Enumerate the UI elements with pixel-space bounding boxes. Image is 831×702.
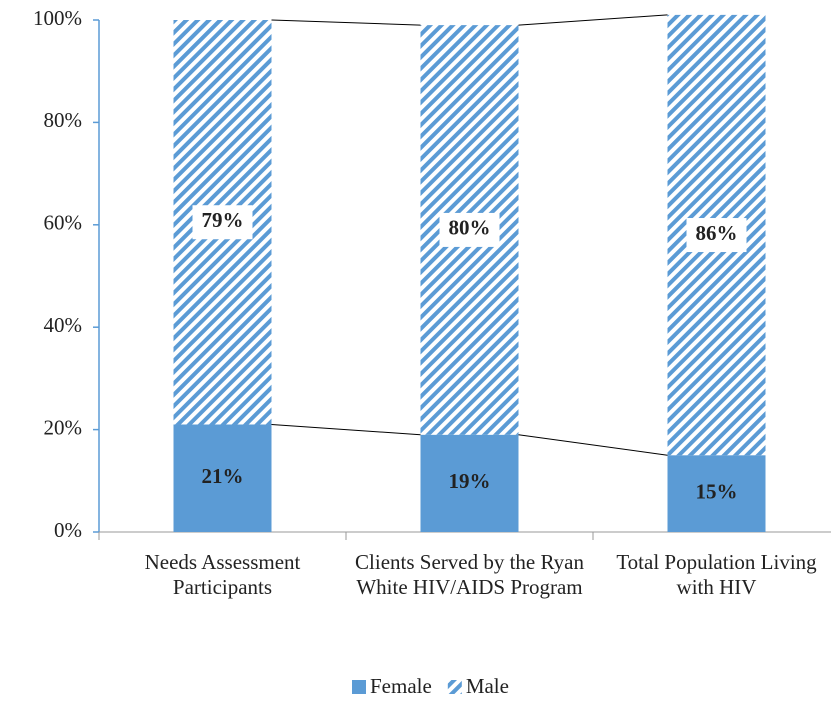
bar-segment: [173, 424, 272, 532]
y-tick-label: 20%: [44, 415, 83, 439]
data-label: 21%: [202, 464, 244, 488]
data-label: 19%: [449, 469, 491, 493]
bar-segment: [667, 455, 766, 532]
label-box: [439, 212, 500, 247]
legend-label: Female: [370, 674, 432, 698]
label-box: [192, 205, 253, 240]
x-tick-label: Clients Served by the Ryan White HIV/AID…: [355, 550, 584, 599]
y-tick-label: 60%: [44, 211, 83, 235]
legend-label: Male: [466, 674, 509, 698]
series-line: [271, 423, 421, 436]
y-tick-label: 100%: [33, 6, 82, 30]
legend-swatch: [447, 680, 462, 694]
y-tick-label: 0%: [54, 518, 82, 542]
series-line: [518, 14, 668, 26]
legend-swatch: [352, 680, 366, 694]
data-label: 80%: [449, 216, 491, 240]
y-tick-label: 40%: [44, 313, 83, 337]
series-line: [518, 434, 668, 456]
bar-segment: [420, 434, 519, 532]
data-label: 79%: [202, 208, 244, 232]
x-tick-label: Needs Assessment Participants: [144, 550, 301, 599]
x-tick-label: Total Population Living with HIV: [616, 550, 817, 599]
label-box: [686, 218, 747, 253]
data-label: 86%: [696, 221, 738, 245]
series-line: [271, 19, 421, 26]
data-label: 15%: [696, 479, 738, 503]
y-tick-label: 80%: [44, 108, 83, 132]
